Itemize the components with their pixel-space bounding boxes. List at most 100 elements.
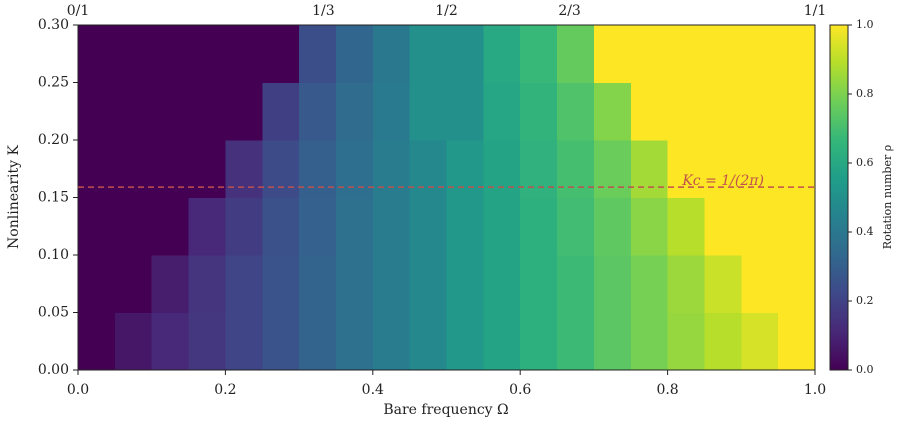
heatmap-cell (667, 197, 705, 256)
heatmap-cell (299, 255, 337, 313)
heatmap-cell (409, 312, 447, 371)
heatmap-cell (557, 255, 595, 313)
heatmap-cell (225, 312, 263, 371)
heatmap-cell (262, 82, 300, 141)
heatmap-cell (593, 140, 632, 198)
heatmap-cell (557, 140, 595, 198)
heatmap-cell (483, 197, 521, 256)
x-tick-label: 1.0 (804, 382, 826, 398)
heatmap-cell (778, 140, 816, 198)
tongue-label: 1/1 (804, 3, 827, 19)
heatmap-cell (299, 25, 337, 83)
y-axis-label: Nonlinearity K (6, 145, 22, 249)
heatmap-cell (409, 197, 447, 256)
heatmap-cell (78, 312, 116, 371)
heatmap-cell (593, 312, 632, 371)
heatmap-cell (778, 25, 816, 83)
y-tick-label: 0.10 (38, 247, 69, 263)
heatmap-cell (704, 25, 742, 83)
x-axis-label: Bare frequency Ω (383, 402, 508, 418)
heatmap-cell (704, 82, 742, 141)
heatmap-cell (372, 82, 411, 141)
heatmap-cell (225, 25, 263, 83)
heatmap-cell (630, 140, 669, 198)
heatmap-cell (520, 140, 558, 198)
heatmap-cell (520, 82, 558, 141)
heatmap-cell (483, 255, 521, 313)
y-tick-label: 0.00 (38, 362, 69, 378)
x-tick-label: 0.6 (509, 382, 531, 398)
heatmap-cell (630, 255, 669, 313)
heatmap-cell (704, 140, 742, 198)
heatmap-cell (557, 197, 595, 256)
colorbar-tick-label: 1.0 (856, 18, 874, 31)
heatmap-cell (778, 82, 816, 141)
heatmap-cell (446, 312, 484, 371)
heatmap-cell (741, 197, 779, 256)
heatmap-cell (225, 140, 263, 198)
colorbar-tick-label: 0.0 (856, 363, 874, 376)
heatmap-cell (151, 312, 190, 371)
heatmap-cell (446, 82, 484, 141)
heatmap-cell (225, 197, 263, 256)
tongue-label: 1/3 (312, 3, 335, 19)
tongue-label: 2/3 (558, 3, 581, 19)
heatmap-cell (446, 140, 484, 198)
colorbar-label: Rotation number ρ (881, 145, 894, 249)
heatmap-cell (78, 255, 116, 313)
heatmap-cell (188, 255, 226, 313)
heatmap-cell (409, 25, 447, 83)
heatmap-cell (188, 197, 226, 256)
heatmap-cell (299, 312, 337, 371)
heatmap-cell (188, 25, 226, 83)
heatmap-cell (335, 25, 374, 83)
x-tick-label: 0.4 (362, 382, 384, 398)
heatmap-cell (114, 82, 153, 141)
heatmap-cell (151, 255, 190, 313)
heatmap-cell (741, 82, 779, 141)
heatmap-cell (483, 82, 521, 141)
heatmap-cell (741, 312, 779, 371)
heatmap-cell (114, 312, 153, 371)
colorbar (829, 24, 849, 371)
colorbar-tick-label: 0.2 (856, 294, 874, 307)
heatmap-cell (593, 255, 632, 313)
heatmap-cell (520, 25, 558, 83)
heatmap-cell (483, 140, 521, 198)
heatmap-cell (372, 197, 411, 256)
heatmap-cell (335, 140, 374, 198)
heatmap-cell (741, 255, 779, 313)
critical-label: Kc = 1/(2π) (681, 173, 764, 189)
tongue-label: 1/2 (435, 3, 458, 19)
heatmap-cell (151, 82, 190, 141)
heatmap-cell (741, 140, 779, 198)
heatmap-cell (299, 82, 337, 141)
heatmap-cell (78, 82, 116, 141)
heatmap-cell (667, 312, 705, 371)
heatmap-cell (630, 197, 669, 256)
heatmap-cell (335, 82, 374, 141)
heatmap-cell (151, 197, 190, 256)
heatmap-cell (446, 25, 484, 83)
y-tick-label: 0.30 (38, 17, 69, 33)
heatmap-cell (593, 197, 632, 256)
colorbar-tick-label: 0.4 (856, 225, 874, 238)
heatmap-cell (704, 312, 742, 371)
heatmap-cell (262, 197, 300, 256)
heatmap-cell (151, 140, 190, 198)
heatmap-cell (262, 312, 300, 371)
heatmap-cell (78, 197, 116, 256)
heatmap-cell (78, 25, 116, 83)
colorbar-tick-label: 0.8 (856, 87, 874, 100)
heatmap-cell (188, 312, 226, 371)
heatmap-cell (372, 312, 411, 371)
heatmap-cell (225, 82, 263, 141)
heatmap-cell (557, 25, 595, 83)
heatmap-cell (483, 25, 521, 83)
heatmap-cell (114, 25, 153, 83)
heatmap-cell (741, 25, 779, 83)
heatmap-cell (557, 312, 595, 371)
heatmap-cell (372, 25, 411, 83)
heatmap-cell (704, 255, 742, 313)
